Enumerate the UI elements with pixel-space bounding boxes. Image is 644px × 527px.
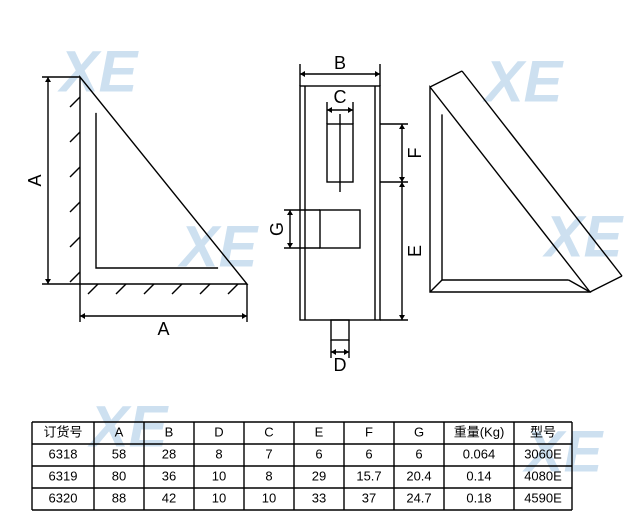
svg-text:10: 10 [212,468,226,483]
svg-text:G: G [267,222,287,236]
svg-text:B: B [165,424,174,439]
svg-text:F: F [405,148,425,159]
svg-text:C: C [334,87,347,107]
svg-text:8: 8 [215,446,222,461]
svg-text:15.7: 15.7 [356,468,381,483]
svg-text:A: A [157,319,169,339]
watermark: XE [87,395,170,460]
svg-text:4080E: 4080E [524,468,562,483]
svg-text:订货号: 订货号 [43,424,82,439]
svg-text:E: E [315,424,324,439]
svg-text:3060E: 3060E [524,446,562,461]
watermark: XE [542,205,625,270]
svg-text:42: 42 [162,490,176,505]
svg-text:E: E [405,245,425,257]
svg-text:80: 80 [112,468,126,483]
svg-text:D: D [334,355,347,375]
svg-text:28: 28 [162,446,176,461]
svg-text:G: G [414,424,424,439]
watermark: XE [177,215,260,280]
svg-text:20.4: 20.4 [406,468,431,483]
svg-text:24.7: 24.7 [406,490,431,505]
watermark: XE [482,50,565,115]
svg-text:29: 29 [312,468,326,483]
svg-text:6: 6 [315,446,322,461]
svg-text:37: 37 [362,490,376,505]
svg-text:6: 6 [415,446,422,461]
svg-text:6318: 6318 [49,446,78,461]
svg-text:D: D [214,424,223,439]
svg-text:88: 88 [112,490,126,505]
svg-text:F: F [365,424,373,439]
watermark: XE [57,40,140,105]
svg-text:0.064: 0.064 [463,446,496,461]
svg-text:A: A [25,174,45,186]
svg-text:36: 36 [162,468,176,483]
svg-text:58: 58 [112,446,126,461]
iso-view [430,87,590,292]
svg-text:7: 7 [265,446,272,461]
svg-text:6320: 6320 [49,490,78,505]
svg-text:6: 6 [365,446,372,461]
svg-text:A: A [115,424,124,439]
engineering-drawing: XEXEXEXEXEXEAABCDGFE订货号ABDCEFG重量(Kg)型号63… [0,0,644,527]
svg-text:型号: 型号 [530,424,556,439]
svg-text:B: B [334,53,346,73]
svg-text:8: 8 [265,468,272,483]
svg-text:10: 10 [212,490,226,505]
svg-text:6319: 6319 [49,468,78,483]
svg-text:0.14: 0.14 [466,468,491,483]
svg-text:10: 10 [262,490,276,505]
svg-text:33: 33 [312,490,326,505]
side-view [80,77,247,284]
svg-text:0.18: 0.18 [466,490,491,505]
svg-text:C: C [264,424,273,439]
svg-text:4590E: 4590E [524,490,562,505]
svg-text:重量(Kg): 重量(Kg) [454,424,505,439]
